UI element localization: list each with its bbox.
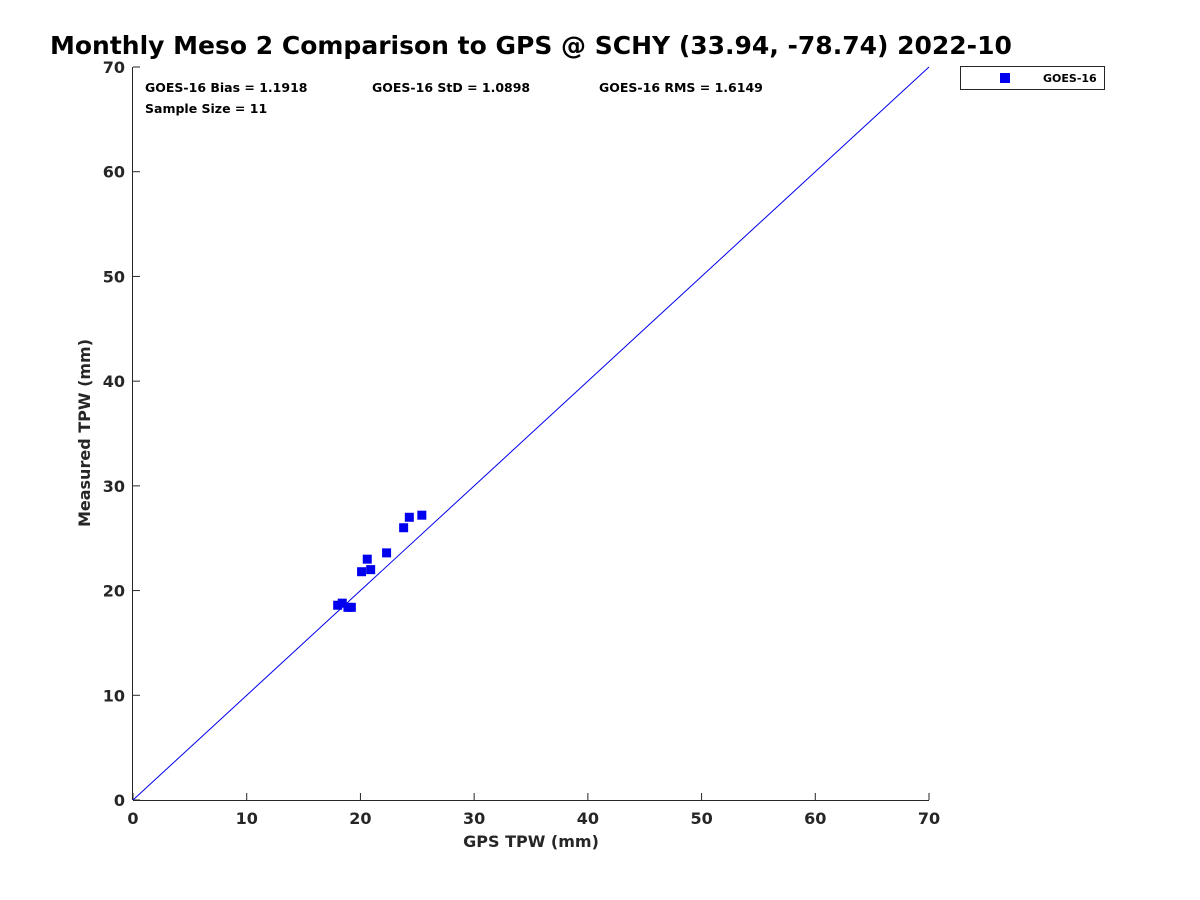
sample-size-annotation: Sample Size = 11: [145, 101, 267, 116]
data-point-square: [382, 548, 392, 558]
x-tick-label: 50: [690, 809, 712, 828]
legend: GOES-16: [960, 66, 1105, 90]
data-point-square: [362, 554, 372, 564]
plot-area: 0 10 20 30 40 50 60 70 0 10 20 30 40 50 60 70: [103, 58, 940, 828]
legend-box: [960, 66, 1105, 90]
x-axis-ticks: 0 10 20 30 40 50 60 70: [127, 793, 940, 828]
data-point-square: [404, 512, 414, 522]
rms-annotation: GOES-16 RMS = 1.6149: [599, 80, 763, 95]
std-annotation: GOES-16 StD = 1.0898: [372, 80, 530, 95]
x-tick-label: 0: [127, 809, 138, 828]
data-point-square: [366, 565, 376, 575]
y-tick-label: 60: [103, 163, 125, 182]
x-tick-label: 30: [463, 809, 485, 828]
one-to-one-reference-line: [132, 66, 930, 801]
data-point-square: [399, 523, 409, 533]
legend-label: GOES-16: [1043, 72, 1097, 85]
y-tick-label: 20: [103, 582, 125, 601]
data-point-square: [357, 567, 367, 577]
x-axis-label: GPS TPW (mm): [463, 832, 599, 851]
y-tick-label: 10: [103, 686, 125, 705]
y-tick-label: 0: [114, 791, 125, 810]
y-axis-ticks: 0 10 20 30 40 50 60 70: [103, 58, 140, 810]
bias-annotation: GOES-16 Bias = 1.1918: [145, 80, 307, 95]
legend-marker-square-icon: [1000, 73, 1010, 83]
x-tick-label: 70: [918, 809, 940, 828]
stats-annotations: GOES-16 Bias = 1.1918 GOES-16 StD = 1.08…: [145, 80, 763, 116]
data-point-square: [333, 600, 343, 610]
x-tick-label: 10: [236, 809, 258, 828]
x-tick-label: 40: [577, 809, 599, 828]
data-point-square: [346, 602, 356, 612]
y-tick-label: 30: [103, 477, 125, 496]
data-point-square: [337, 598, 347, 608]
y-tick-label: 50: [103, 267, 125, 286]
x-tick-label: 60: [804, 809, 826, 828]
data-point-square: [417, 510, 427, 520]
chart-title: Monthly Meso 2 Comparison to GPS @ SCHY …: [50, 31, 1012, 60]
y-axis-label: Measured TPW (mm): [75, 339, 94, 527]
scatter-points: [333, 510, 427, 612]
y-tick-label: 70: [103, 58, 125, 77]
x-tick-label: 20: [349, 809, 371, 828]
y-tick-label: 40: [103, 372, 125, 391]
